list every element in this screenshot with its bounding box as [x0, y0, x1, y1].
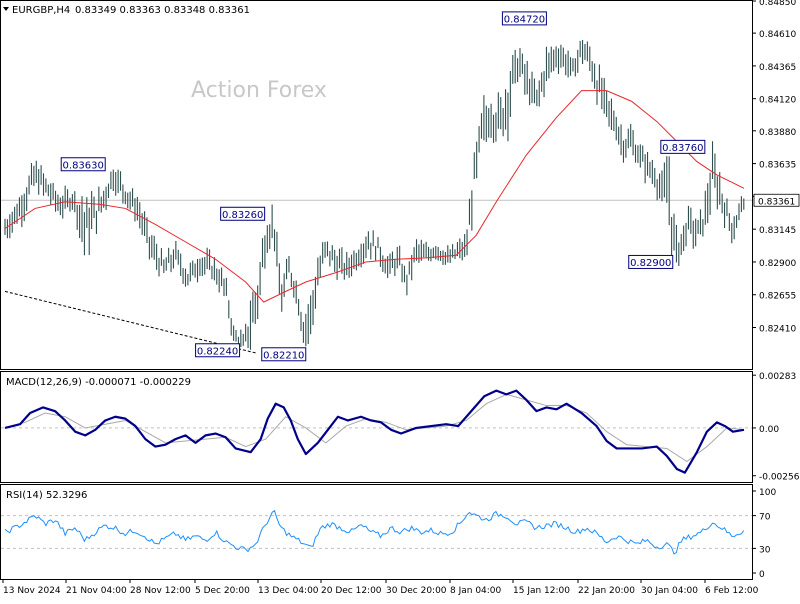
- macd-tick-label: -0.002563: [759, 473, 800, 483]
- price-tick-label: 0.84120: [759, 96, 796, 106]
- time-tick-label: 21 Nov 04:00: [66, 586, 127, 596]
- price-annotation: 0.83760: [660, 139, 706, 154]
- annotation-box: [660, 139, 706, 154]
- macd-lines: [4, 389, 745, 474]
- annotation-box: [261, 347, 307, 362]
- symbol-dropdown-icon[interactable]: [3, 7, 9, 11]
- current-price-label: 0.83361: [758, 197, 795, 207]
- watermark: Action Forex: [191, 78, 327, 103]
- annotation-box: [501, 11, 547, 26]
- annotation-label: 0.83760: [662, 143, 703, 154]
- price-annotations: 0.83630 0.83260 0.82240 0.82210 0.84720 0.837…: [60, 11, 706, 362]
- macd-panel-frame: [0, 371, 753, 483]
- price-tick-label: 0.82900: [759, 259, 796, 269]
- price-tick-label: 0.82655: [759, 292, 796, 302]
- macd-tick-label: 0.00: [759, 425, 779, 435]
- annotation-box: [60, 157, 106, 172]
- symbol-label: EURGBP,H4: [12, 5, 70, 16]
- price-annotation: 0.84720: [501, 11, 547, 26]
- price-annotation: 0.82240: [195, 343, 241, 358]
- rsi-tick-label: 70: [759, 513, 771, 523]
- price-annotation: 0.83630: [60, 157, 106, 172]
- macd-axis: 0.00283 0.00 -0.002563: [752, 372, 800, 483]
- price-tick-label: 0.84850: [759, 0, 796, 8]
- time-tick-label: 28 Nov 12:00: [130, 586, 191, 596]
- price-tick-label: 0.84365: [759, 63, 796, 73]
- price-panel-frame: [0, 0, 753, 370]
- annotation-label: 0.84720: [504, 14, 545, 25]
- trendline-path: [4, 290, 256, 354]
- price-annotation: 0.82210: [261, 347, 307, 362]
- time-tick-label: 13 Dec 04:00: [258, 586, 319, 596]
- rsi-tick-label: 30: [759, 545, 771, 555]
- price-tick-label: 0.83145: [759, 226, 796, 236]
- rsi-axis: 100 70 30 0: [752, 488, 776, 580]
- price-axis: 0.84850 0.84610 0.84365 0.84120 0.83880 0.836…: [752, 0, 800, 335]
- time-tick-label: 30 Dec 20:00: [386, 586, 447, 596]
- time-tick-label: 20 Dec 12:00: [321, 586, 382, 596]
- macd-main-line: [4, 389, 745, 474]
- time-tick-label: 13 Nov 2024: [3, 586, 61, 596]
- time-tick-label: 8 Jan 04:00: [450, 586, 502, 596]
- time-tick-label: 6 Feb 12:00: [705, 586, 759, 596]
- current-price-marker: [753, 193, 800, 207]
- time-tick-label: 15 Jan 12:00: [513, 586, 570, 596]
- price-tick-label: 0.84610: [759, 30, 796, 40]
- rsi-tick-label: 100: [759, 488, 776, 498]
- macd-title: MACD(12,26,9) -0.000071 -0.000229: [6, 377, 191, 388]
- price-tick-label: 0.83880: [759, 128, 796, 138]
- rsi-lines: [4, 509, 745, 555]
- rsi-title: RSI(14) 52.3296: [6, 490, 87, 501]
- rsi-tick-label: 0: [759, 570, 765, 580]
- annotation-label: 0.83260: [222, 210, 263, 221]
- trendline: [4, 290, 256, 354]
- rsi-line: [4, 509, 745, 555]
- annotation-box: [628, 254, 674, 269]
- time-tick-label: 30 Jan 04:00: [641, 586, 698, 596]
- price-tick-label: 0.83635: [759, 161, 796, 171]
- time-tick-label: 22 Jan 20:00: [578, 586, 635, 596]
- moving-average-line: [4, 90, 745, 303]
- macd-tick-label: 0.00283: [759, 372, 796, 382]
- annotation-box: [220, 206, 266, 221]
- price-annotation: 0.83260: [220, 206, 266, 221]
- annotation-label: 0.83630: [63, 160, 104, 171]
- price-annotation: 0.82900: [628, 254, 674, 269]
- time-axis: 13 Nov 2024 21 Nov 04:00 28 Nov 12:00 5 Dec…: [2, 579, 759, 596]
- annotation-box: [195, 343, 241, 358]
- annotation-label: 0.82210: [263, 350, 304, 361]
- price-tick-label: 0.82410: [759, 325, 796, 335]
- time-tick-label: 5 Dec 20:00: [195, 586, 250, 596]
- rsi-grid: [1, 515, 752, 549]
- annotation-label: 0.82240: [197, 346, 238, 357]
- annotation-label: 0.82900: [630, 258, 671, 269]
- ohlc-label: 0.83349 0.83363 0.83348 0.83361: [75, 5, 250, 16]
- moving-average-path: [4, 90, 745, 303]
- price-bars: [4, 39, 745, 354]
